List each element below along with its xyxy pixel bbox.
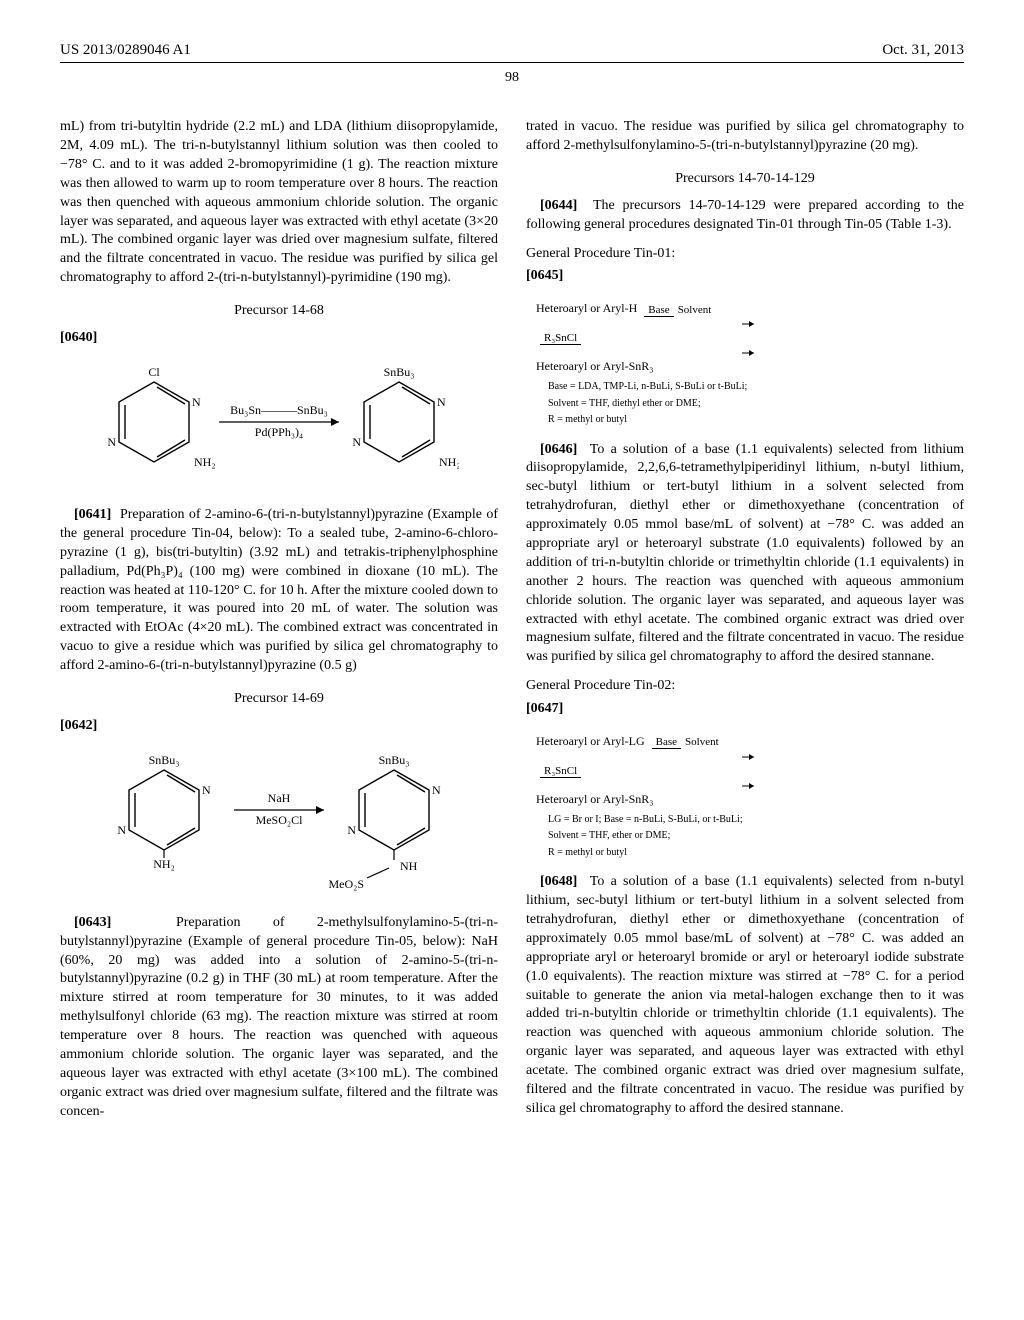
tin-02-note-1: LG = Br or I; Base = n-BuLi, S-BuLi, or … [548, 814, 964, 827]
svg-text:N: N [347, 823, 356, 837]
svg-text:NH₂: NH₂ [194, 455, 216, 469]
para-0641-number: [0641] [74, 507, 111, 522]
svg-text:N: N [432, 783, 441, 797]
svg-text:SnBu₃: SnBu₃ [149, 753, 180, 767]
tin-01-note-3: R = methyl or butyl [548, 414, 964, 427]
left-column: mL) from tri-butyltin hydride (2.2 mL) a… [60, 118, 498, 1129]
svg-text:NH: NH [400, 859, 418, 873]
page-number: 98 [60, 69, 964, 88]
svg-text:SnBu₃: SnBu₃ [384, 365, 415, 379]
header-rule [60, 62, 964, 63]
publication-date: Oct. 31, 2013 [882, 40, 964, 60]
para-0646-text: To a solution of a base (1.1 equivalents… [526, 442, 964, 665]
para-0642-number: [0642] [60, 718, 97, 733]
tin-02-note-3: R = methyl or butyl [548, 847, 964, 860]
para-0648-text: To a solution of a base (1.1 equivalents… [526, 874, 964, 1116]
precursor-14-68-title: Precursor 14-68 [60, 302, 498, 321]
para-0644-number: [0644] [540, 198, 577, 213]
svg-text:N: N [352, 435, 361, 449]
tin-02-note-2: Solvent = THF, ether or DME; [548, 830, 964, 843]
general-procedure-tin-02-title: General Procedure Tin-02: [526, 677, 964, 696]
svg-text:MeO₂S: MeO₂S [328, 877, 364, 891]
svg-text:Pd(PPh₃)₄: Pd(PPh₃)₄ [255, 425, 303, 439]
para-0646-number: [0646] [540, 442, 577, 457]
svg-text:N: N [202, 783, 211, 797]
svg-text:NaH: NaH [268, 791, 291, 805]
svg-text:N: N [117, 823, 126, 837]
para-0643-number: [0643] [74, 915, 111, 930]
tin-01-note-2: Solvent = THF, diethyl ether or DME; [548, 398, 964, 411]
right-column: trated in vacuo. The residue was purifie… [526, 118, 964, 1129]
para-0644-text: The precursors 14-70-14-129 were prepare… [526, 198, 964, 232]
para-0641-text: Preparation of 2-amino-6-(tri-n-butylsta… [60, 507, 498, 673]
para-0643-text: Preparation of 2-methylsulfonylamino-5-(… [60, 915, 498, 1119]
precursors-14-70-title: Precursors 14-70-14-129 [526, 170, 964, 189]
para-0648-number: [0648] [540, 874, 577, 889]
tin-01-note-1: Base = LDA, TMP-Li, n-BuLi, S-BuLi or t-… [548, 381, 964, 394]
svg-text:Bu₃Sn———SnBu₃: Bu₃Sn———SnBu₃ [230, 403, 328, 417]
para-0647-number: [0647] [526, 701, 563, 716]
scheme-14-69: SnBu₃ N N NH₂ NaH MeSO₂Cl SnBu₃ [60, 750, 498, 900]
reaction-tin-01: Heteroaryl or Aryl-H BaseSolvent R₃SnCl … [536, 300, 964, 426]
reaction-tin-02: Heteroaryl or Aryl-LG BaseSolvent R₃SnCl… [536, 733, 964, 859]
svg-text:Cl: Cl [148, 365, 160, 379]
scheme-14-68: Cl N N NH₂ Bu₃Sn———SnBu₃ Pd(PPh₃)₄ [60, 362, 498, 492]
svg-text:N: N [192, 395, 201, 409]
svg-text:N: N [107, 435, 116, 449]
general-procedure-tin-01-title: General Procedure Tin-01: [526, 245, 964, 264]
patent-number: US 2013/0289046 A1 [60, 40, 191, 60]
right-continuation: trated in vacuo. The residue was purifie… [526, 118, 964, 156]
precursor-14-69-title: Precursor 14-69 [60, 690, 498, 709]
svg-text:NH₂: NH₂ [439, 455, 459, 469]
para-0645-number: [0645] [526, 268, 563, 283]
svg-text:N: N [437, 395, 446, 409]
page-header: US 2013/0289046 A1 Oct. 31, 2013 [60, 40, 964, 60]
svg-text:MeSO₂Cl: MeSO₂Cl [256, 813, 304, 827]
para-0640-number: [0640] [60, 330, 97, 345]
svg-text:SnBu₃: SnBu₃ [379, 753, 410, 767]
continuation-paragraph: mL) from tri-butyltin hydride (2.2 mL) a… [60, 118, 498, 288]
svg-text:NH₂: NH₂ [153, 857, 175, 871]
